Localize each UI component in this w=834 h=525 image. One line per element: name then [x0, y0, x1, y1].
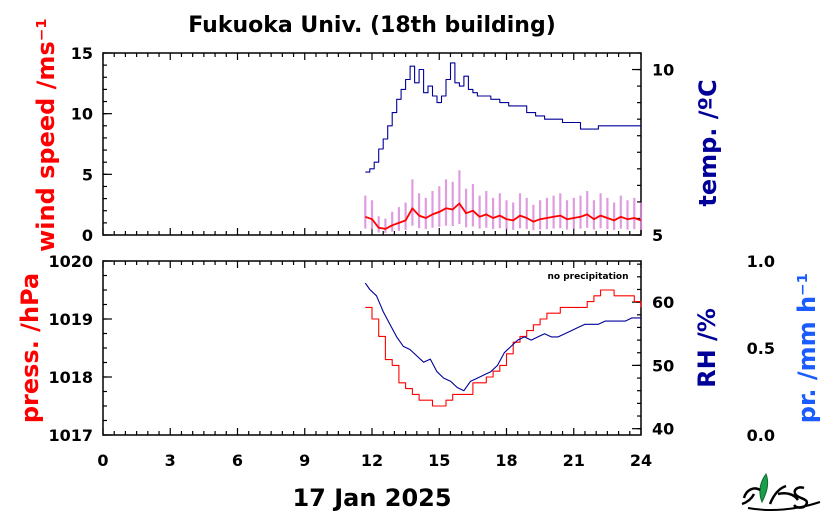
temp-tick-label: 5 [652, 226, 663, 245]
chart-title: Fukuoka Univ. (18th building) [188, 13, 556, 38]
wind-tick-label: 5 [82, 165, 93, 184]
wind-tick-label: 0 [82, 226, 93, 245]
x-tick-label: 18 [495, 451, 517, 470]
wind-raw-band [364, 170, 643, 233]
press-axis-label: press. /hPa [16, 273, 44, 423]
x-tick-label: 15 [428, 451, 450, 470]
press-tick-label: 1019 [48, 310, 93, 329]
precip-tick-label: 0.5 [747, 339, 775, 358]
plot-series [364, 62, 643, 407]
rh-tick-label: 50 [652, 356, 674, 375]
x-tick-label: 12 [361, 451, 383, 470]
press-tick-label: 1017 [48, 426, 93, 445]
bottom-panel-frame [102, 260, 642, 436]
x-tick-label: 21 [563, 451, 585, 470]
x-tick-label: 3 [165, 451, 176, 470]
tick-labels: 0 3 6 9 12 15 18 21 24 0 5 10 15 5 10 1017 1018 1019 1020 4… [48, 44, 775, 470]
temp-tick-label: 10 [652, 61, 674, 80]
precip-axis-label: pr. /mm h⁻¹ [793, 273, 821, 423]
precip-tick-label: 0.0 [747, 426, 775, 445]
rh-tick-label: 40 [652, 420, 674, 439]
tick-marks [102, 52, 642, 436]
precip-tick-label: 1.0 [747, 252, 775, 271]
press-tick-label: 1018 [48, 368, 93, 387]
wind-axis-label: wind speed /ms⁻¹ [32, 18, 60, 252]
x-tick-label: 24 [630, 451, 652, 470]
x-tick-label: 0 [97, 451, 108, 470]
logo [741, 472, 821, 511]
date-label: 17 Jan 2025 [292, 484, 451, 512]
wind-tick-label: 10 [71, 105, 93, 124]
temp-axis-label: temp. /ºC [694, 79, 722, 206]
temperature-line [365, 62, 641, 173]
precip-note: no precipitation [547, 272, 628, 282]
wind-tick-label: 15 [71, 44, 93, 63]
wind-speed-line [364, 202, 642, 230]
rh-axis-label: RH /% [693, 308, 721, 388]
press-tick-label: 1020 [48, 252, 93, 271]
x-tick-label: 9 [299, 451, 310, 470]
humidity-line [364, 282, 641, 392]
pressure-line [365, 289, 642, 407]
rh-tick-label: 60 [652, 293, 674, 312]
x-tick-label: 6 [232, 451, 243, 470]
